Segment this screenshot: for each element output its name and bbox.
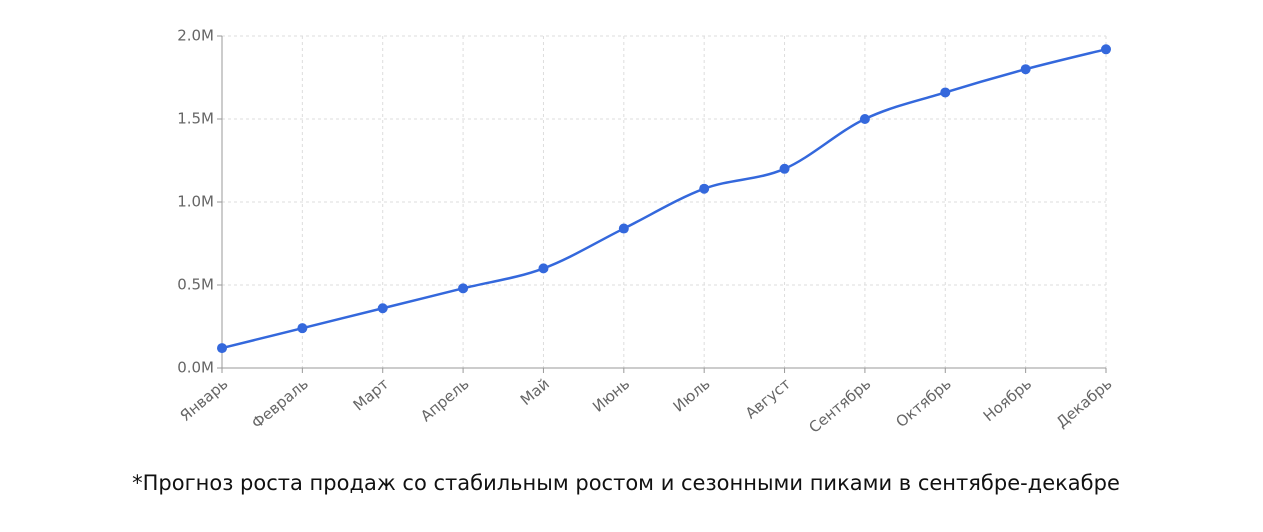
x-tick-label: Март (350, 375, 393, 415)
point (699, 183, 710, 194)
point (538, 263, 549, 274)
x-tick-label: Январь (177, 375, 232, 425)
x-tick-label: Май (517, 375, 553, 409)
y-tick-label: 1.5M (177, 110, 214, 128)
y-tick-label: 1.0M (177, 193, 214, 211)
x-tick-label: Апрель (417, 375, 472, 426)
point (1020, 64, 1031, 75)
x-tick-label: Июнь (589, 375, 633, 416)
point (940, 87, 951, 98)
x-tick-label: Август (742, 375, 794, 423)
point (1101, 44, 1111, 55)
point (859, 114, 870, 124)
y-tick-label: 2.0M (177, 27, 214, 45)
point (458, 283, 469, 294)
annotation: *Прогноз роста продаж со стабильным рост… (132, 471, 1120, 495)
line (221, 48, 1107, 350)
x-tick-label: Июль (670, 375, 714, 416)
point (377, 303, 388, 314)
x-tick-label: Февраль (248, 375, 312, 433)
x-tick-label: Ноябрь (980, 375, 1035, 425)
point (779, 163, 790, 174)
point (217, 343, 227, 354)
y-tick-label: 0.0M (177, 359, 214, 377)
x-tick-label: Сентябрь (805, 375, 874, 437)
x-tick-label: Декабрь (1053, 375, 1116, 432)
y-tick-label: 0.5M (177, 276, 214, 294)
point (618, 223, 629, 234)
point (297, 323, 308, 334)
x-tick-label: Октябрь (892, 375, 954, 431)
